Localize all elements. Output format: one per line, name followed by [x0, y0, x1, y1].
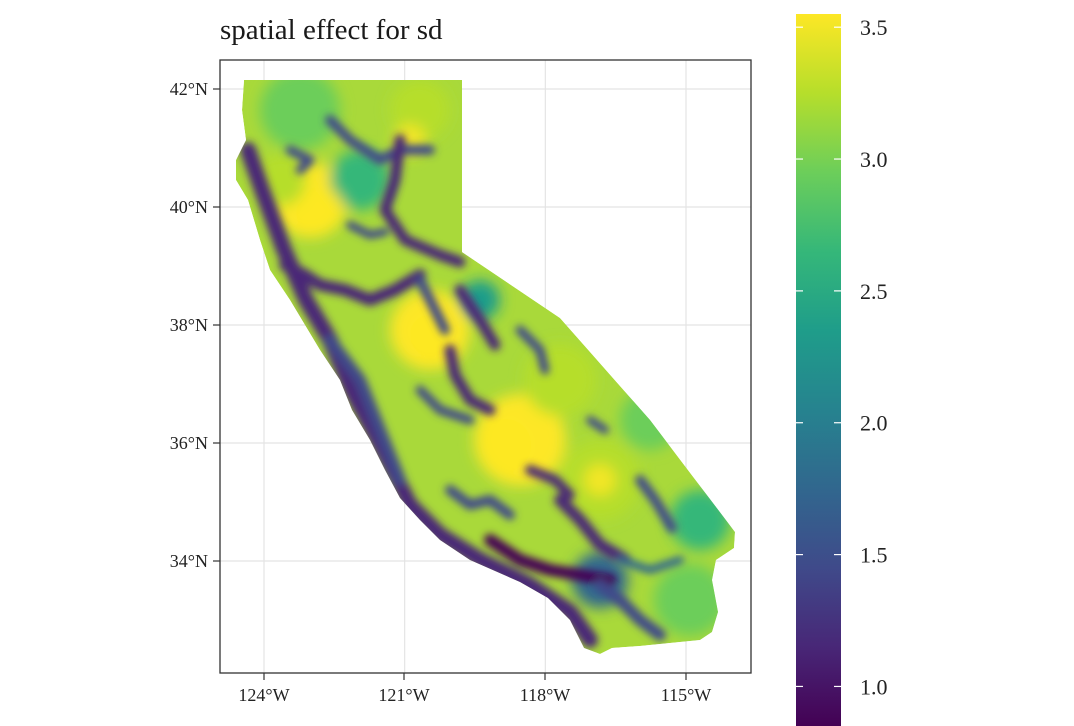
y-tick-label-40n: 40°N [170, 197, 208, 217]
effect-zone [654, 564, 726, 636]
low-effect-field [254, 80, 730, 636]
low-effect-ridge [454, 284, 501, 351]
california-region [236, 80, 735, 654]
x-axis: 124°W 121°W 118°W 115°W [238, 673, 711, 705]
plot-panel-frame [219, 59, 752, 674]
y-tick-label-36n: 36°N [170, 433, 208, 453]
high-effect-spot [479, 419, 531, 471]
effect-zone [620, 390, 680, 450]
x-tick-115w: 115°W [661, 673, 712, 705]
chart-title: spatial effect for sd [220, 14, 443, 46]
y-tick-label-38n: 38°N [170, 315, 208, 335]
x-tick-label-121w: 121°W [378, 685, 429, 705]
low-effect-ridge [415, 275, 450, 335]
low-effect-ridge [279, 259, 426, 306]
low-effect-ridge [586, 416, 609, 434]
colorbar-bar [796, 14, 841, 726]
colorbar-ticks: 1.0 1.5 2.0 2.5 3.0 3.5 [796, 15, 888, 699]
y-tick-42n: 42°N [170, 79, 220, 99]
low-effect-ridge [325, 115, 435, 165]
colorbar-tick-label: 3.5 [860, 15, 888, 40]
low-effect-ridge [415, 385, 475, 425]
high-effect-spot [584, 464, 616, 496]
low-effect-ridge [554, 494, 631, 566]
low-effect-ridge [285, 145, 315, 175]
colorbar-tick-label: 2.0 [860, 411, 888, 436]
y-tick-label-42n: 42°N [170, 79, 208, 99]
y-tick-40n: 40°N [170, 197, 220, 217]
low-effect-ridges [240, 115, 684, 648]
x-tick-label-124w: 124°W [238, 685, 289, 705]
y-tick-34n: 34°N [170, 551, 220, 571]
low-effect-ridge [324, 334, 406, 486]
low-effect-ridge [525, 465, 575, 500]
x-tick-label-118w: 118°W [520, 685, 571, 705]
low-effect-ridge [616, 556, 684, 574]
x-tick-label-115w: 115°W [661, 685, 712, 705]
colorbar-tick-label: 1.5 [860, 543, 888, 568]
y-tick-36n: 36°N [170, 433, 220, 453]
low-effect-ridge [635, 475, 677, 533]
high-effect-spot [296, 186, 344, 234]
x-tick-118w: 118°W [520, 673, 571, 705]
x-tick-124w: 124°W [238, 673, 290, 705]
effect-zone [260, 80, 340, 150]
colorbar-tick-label: 2.5 [860, 279, 888, 304]
y-tick-38n: 38°N [170, 315, 220, 335]
effect-zone [670, 490, 730, 550]
low-effect-ridge [484, 534, 616, 586]
colorbar-tick-label: 1.0 [860, 674, 888, 699]
colorbar-tick-label: 3.0 [860, 147, 888, 172]
x-tick-121w: 121°W [378, 673, 430, 705]
colorbar-legend: 1.0 1.5 2.0 2.5 3.0 3.5 [796, 14, 888, 726]
y-tick-label-34n: 34°N [170, 551, 208, 571]
low-effect-ridge [445, 485, 515, 520]
low-effect-ridge [444, 344, 496, 416]
effect-zone [524, 344, 596, 416]
low-effect-ridge [515, 325, 550, 375]
y-axis: 42°N 40°N 38°N 36°N 34°N [170, 79, 220, 571]
effect-zone [330, 150, 390, 210]
low-effect-ridge [594, 579, 666, 641]
low-effect-ridge [346, 221, 389, 239]
low-effect-ridge [379, 134, 466, 268]
